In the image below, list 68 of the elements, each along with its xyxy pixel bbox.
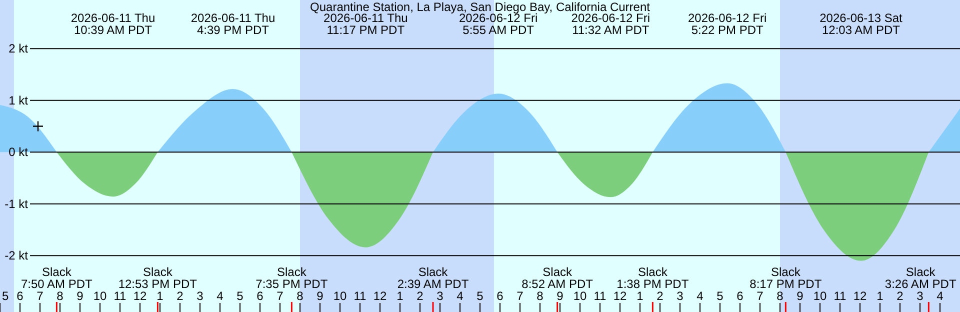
- x-tick-label: 6: [16, 289, 24, 303]
- x-tick-label: 10: [93, 289, 107, 303]
- x-tick-label: 6: [496, 289, 504, 303]
- x-tick-label: 8: [296, 289, 304, 303]
- annotation: 2026-06-11 Thu 4:39 PM PDT: [190, 11, 276, 37]
- x-tick-label: 5: [476, 289, 484, 303]
- x-tick-label: 4: [696, 289, 704, 303]
- x-tick-label: 10: [573, 289, 587, 303]
- x-tick-label: 7: [756, 289, 764, 303]
- annotation: 2026-06-13 Sat 12:03 AM PDT: [820, 11, 904, 37]
- x-tick-label: 7: [276, 289, 284, 303]
- x-tick-label: 12: [853, 289, 867, 303]
- annotation: Slack 7:50 AM PDT: [20, 265, 94, 291]
- x-tick-label: 9: [556, 289, 564, 303]
- x-tick-label: 5: [236, 289, 244, 303]
- x-tick-label: 11: [354, 289, 367, 303]
- x-tick-label: 7: [516, 289, 524, 303]
- annotation: Slack 2:39 AM PDT: [397, 265, 470, 291]
- x-tick-label: 9: [316, 289, 324, 303]
- x-tick-label: 3: [916, 289, 924, 303]
- x-tick-label: 10: [333, 289, 347, 303]
- x-tick-label: 8: [776, 289, 784, 303]
- x-tick-label: 11: [594, 289, 607, 303]
- x-tick-label: 2: [656, 289, 664, 303]
- x-tick-label: 2: [176, 289, 184, 303]
- x-tick-label: 4: [216, 289, 224, 303]
- annotation: 2026-06-11 Thu 11:17 PM PDT: [324, 11, 408, 37]
- x-tick-label: 6: [736, 289, 744, 303]
- x-tick-label: 2: [416, 289, 424, 303]
- annotation: Slack 8:17 PM PDT: [750, 265, 822, 291]
- x-tick-label: 4: [936, 289, 944, 303]
- annotation: 2026-06-12 Fri 11:32 AM PDT: [571, 11, 650, 37]
- x-tick-label: 3: [436, 289, 444, 303]
- x-tick-label: 11: [834, 289, 847, 303]
- x-tick-label: 4: [456, 289, 464, 303]
- annotation: Slack 8:52 AM PDT: [522, 265, 594, 291]
- x-tick-label: 5: [716, 289, 724, 303]
- x-tick-label: 1: [156, 289, 164, 303]
- x-tick-label: 12: [373, 289, 387, 303]
- annotation: 2026-06-11 Thu 10:39 AM PDT: [70, 11, 156, 37]
- x-tick-label: 10: [813, 289, 827, 303]
- annotation: Slack 1:38 PM PDT: [616, 265, 690, 291]
- y-tick-label: -1 kt: [4, 196, 29, 211]
- chart-title: Quarantine Station, La Playa, San Diego Bay, California Current: [310, 0, 651, 14]
- x-tick-label: 12: [613, 289, 627, 303]
- x-tick-label: 9: [796, 289, 804, 303]
- x-tick-label: 12: [133, 289, 147, 303]
- x-tick-label: 11: [114, 289, 127, 303]
- y-tick-label: 1 kt: [8, 93, 29, 108]
- x-tick-label: 3: [676, 289, 684, 303]
- x-tick-label: 5: [2, 289, 10, 303]
- annotation: 2026-06-12 Fri 5:22 PM PDT: [688, 11, 767, 37]
- x-tick-label: 8: [56, 289, 64, 303]
- y-tick-label: 2 kt: [8, 42, 29, 56]
- y-tick-label: 0 kt: [8, 145, 29, 160]
- x-tick-label: 1: [876, 289, 884, 303]
- x-tick-label: 7: [36, 289, 44, 303]
- x-tick-label: 9: [76, 289, 84, 303]
- x-tick-label: 2: [896, 289, 904, 303]
- x-tick-label: 3: [196, 289, 204, 303]
- x-tick-label: 6: [256, 289, 264, 303]
- x-tick-label: 1: [396, 289, 404, 303]
- x-tick-label: 1: [636, 289, 644, 303]
- x-tick-label: 8: [536, 289, 544, 303]
- annotation: Slack 7:35 PM PDT: [256, 265, 328, 291]
- annotation: Slack 12:53 PM PDT: [118, 265, 198, 291]
- y-tick-label: -2 kt: [4, 248, 29, 263]
- annotation: Slack 3:26 AM PDT: [884, 265, 957, 291]
